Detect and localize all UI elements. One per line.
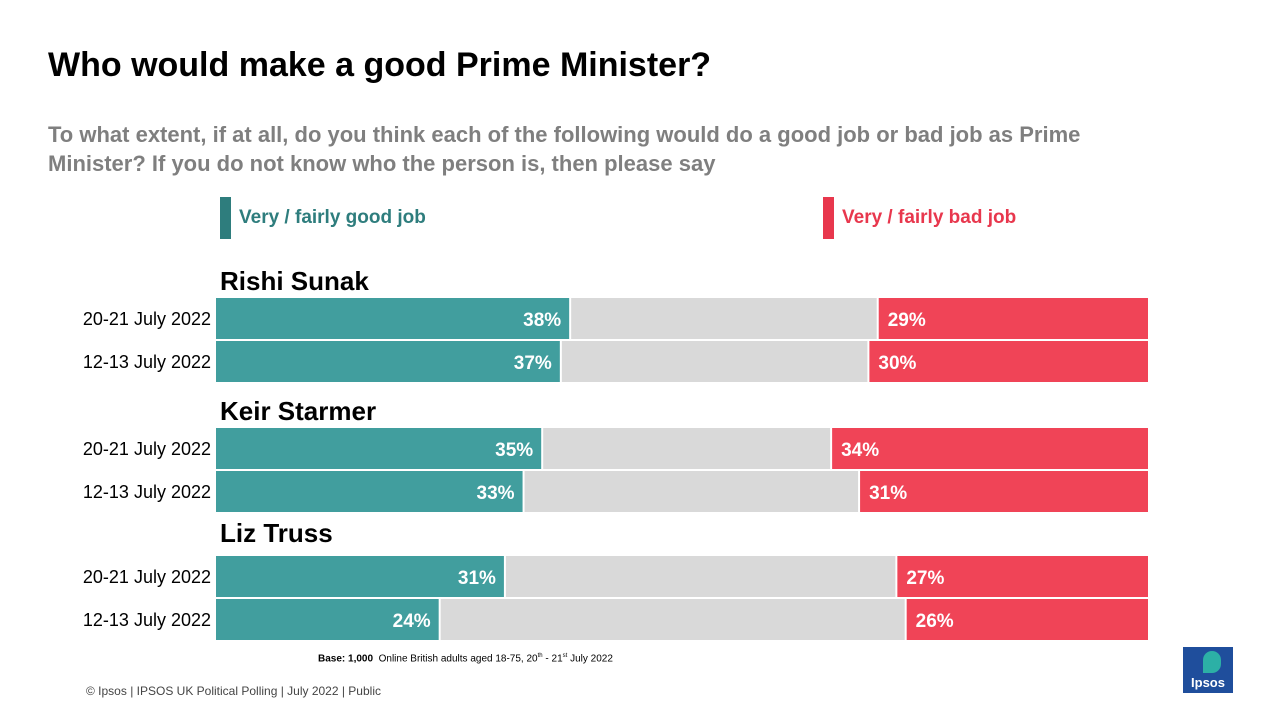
bad-value-label: 27%	[906, 568, 944, 589]
legend-good-swatch	[220, 197, 231, 239]
ipsos-logo-text: Ipsos	[1191, 675, 1225, 690]
bar-good	[216, 298, 571, 339]
bar-bad	[868, 341, 1148, 382]
bad-value-label: 31%	[869, 483, 907, 504]
row-label: 20-21 July 2022	[83, 439, 211, 459]
good-value-label: 37%	[514, 353, 552, 374]
legend-bad-label: Very / fairly bad job	[842, 207, 1017, 228]
group-header: Keir Starmer	[220, 396, 376, 426]
bar-good	[216, 599, 440, 640]
legend-bad-swatch	[823, 197, 834, 239]
base-note-sup1: th	[537, 653, 543, 659]
base-note-text-b: - 21	[542, 653, 563, 665]
bar-bad	[831, 428, 1148, 469]
bar-bad	[905, 599, 1148, 640]
legend-good-label: Very / fairly good job	[239, 207, 426, 228]
bad-value-label: 30%	[878, 353, 916, 374]
row-label: 20-21 July 2022	[83, 309, 211, 329]
group-header: Rishi Sunak	[220, 266, 369, 296]
row-label: 12-13 July 2022	[83, 352, 211, 372]
row-label: 12-13 July 2022	[83, 482, 211, 502]
bar-good	[216, 428, 543, 469]
row-label: 12-13 July 2022	[83, 610, 211, 630]
bad-value-label: 34%	[841, 440, 879, 461]
group-header: Liz Truss	[220, 518, 333, 548]
bar-bad	[859, 471, 1148, 512]
good-value-label: 33%	[477, 483, 515, 504]
bad-value-label: 29%	[888, 310, 926, 331]
row-label: 20-21 July 2022	[83, 567, 211, 587]
question-text: To what extent, if at all, do you think …	[48, 122, 1081, 176]
base-note-sup2: st	[562, 653, 568, 659]
base-note-bold: Base: 1,000	[318, 653, 374, 665]
bar-bad	[877, 298, 1148, 339]
legend-bad: Very / fairly bad job	[823, 197, 1016, 239]
footer: © Ipsos | IPSOS UK Political Polling | J…	[86, 684, 381, 698]
good-value-label: 24%	[393, 611, 431, 632]
bad-value-label: 26%	[916, 611, 954, 632]
bar-good	[216, 556, 505, 597]
ipsos-logo-mark	[1203, 651, 1221, 673]
page-title: Who would make a good Prime Minister?	[48, 46, 712, 84]
bar-good	[216, 471, 524, 512]
base-note: Base: 1,000 Online British adults aged 1…	[318, 653, 613, 664]
good-value-label: 31%	[458, 568, 496, 589]
bar-bad	[896, 556, 1148, 597]
bar-good	[216, 341, 561, 382]
legend-good: Very / fairly good job	[220, 197, 426, 239]
base-note-text-c: July 2022	[567, 653, 613, 665]
good-value-label: 35%	[495, 440, 533, 461]
base-note-text-a: Online British adults aged 18-75, 20	[378, 653, 538, 665]
good-value-label: 38%	[523, 310, 561, 331]
ipsos-logo: Ipsos	[1183, 647, 1233, 693]
